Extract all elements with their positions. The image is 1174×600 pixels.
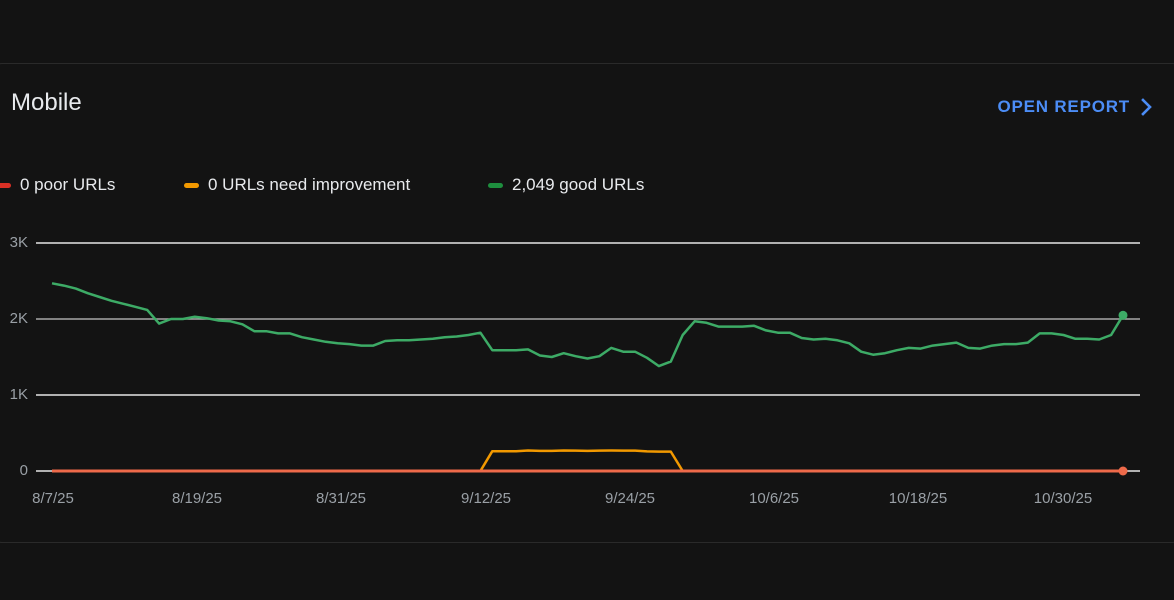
x-tick-label: 10/6/25 xyxy=(748,490,800,507)
legend-label-poor: 0 poor URLs xyxy=(20,175,116,194)
poor-swatch-icon xyxy=(0,182,11,188)
gridlines xyxy=(36,242,1140,472)
open-report-label: OPEN REPORT xyxy=(997,97,1130,116)
last-point-marker[interactable] xyxy=(1118,310,1128,320)
legend-item-good[interactable]: 2,049 good URLs xyxy=(488,175,644,195)
x-tick-label: 10/30/25 xyxy=(1033,490,1093,507)
x-tick-label: 8/7/25 xyxy=(32,490,74,507)
legend-item-needs-improvement[interactable]: 0 URLs need improvement xyxy=(184,175,410,195)
x-tick-label: 8/31/25 xyxy=(315,490,367,507)
y-tick-3k: 3K xyxy=(9,234,28,251)
chevron-right-icon xyxy=(1141,98,1152,116)
x-tick-label: 9/24/25 xyxy=(604,490,656,507)
series-line-urls-need-improvement xyxy=(52,449,1123,473)
y-tick-0: 0 xyxy=(19,462,28,479)
x-tick-label: 10/18/25 xyxy=(888,490,948,507)
good-swatch-icon xyxy=(488,182,503,188)
series-lines xyxy=(51,282,1128,476)
needs-improvement-swatch-icon xyxy=(184,182,199,188)
legend-label-needs-improvement: 0 URLs need improvement xyxy=(208,175,411,194)
legend-item-poor[interactable]: 0 poor URLs xyxy=(0,175,115,195)
last-point-marker[interactable] xyxy=(1118,466,1128,476)
open-report-button[interactable]: OPEN REPORT xyxy=(997,97,1154,117)
card-title: Mobile xyxy=(11,89,82,116)
series-line-good-urls xyxy=(51,282,1125,368)
x-tick-label: 8/19/25 xyxy=(171,490,223,507)
mobile-report-card xyxy=(0,63,1174,543)
legend-label-good: 2,049 good URLs xyxy=(512,175,645,194)
y-tick-2k: 2K xyxy=(9,310,28,327)
y-tick-1k: 1K xyxy=(9,386,28,403)
x-tick-label: 9/12/25 xyxy=(460,490,512,507)
